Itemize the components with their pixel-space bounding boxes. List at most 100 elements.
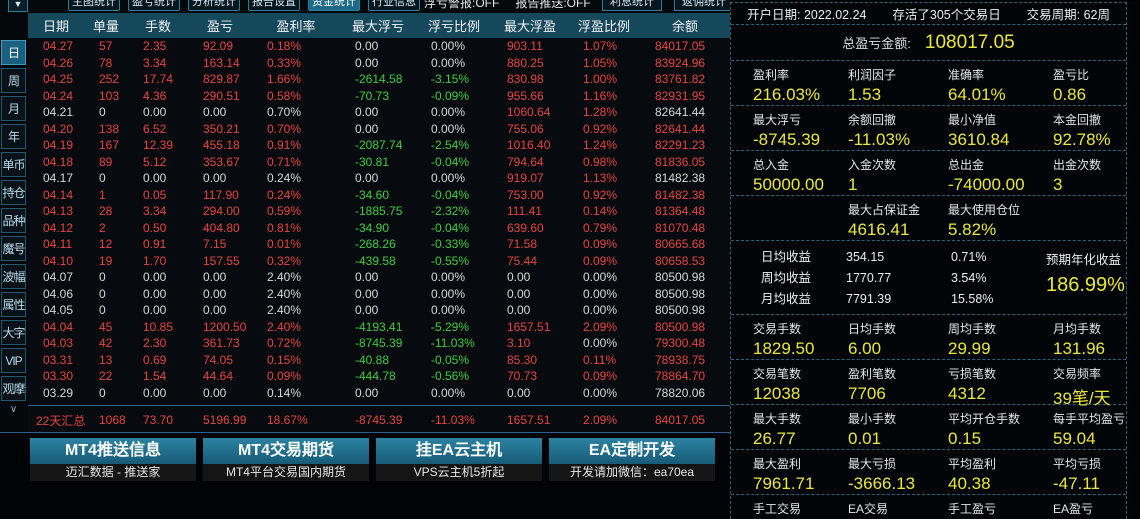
dropdown-arrow-icon[interactable]: ▼: [8, 0, 28, 12]
column-header: 浮盈比例: [577, 19, 630, 34]
cell-balance: 78820.06: [655, 385, 706, 400]
toolbar-button[interactable]: 分析统计: [188, 0, 240, 11]
sidebar-tab-大字[interactable]: 大字: [1, 320, 26, 345]
sidebar-tab-日[interactable]: 日: [1, 40, 26, 65]
cell-max-float-loss: -34.90: [355, 220, 390, 235]
cell-max-float-loss: -1885.75: [355, 204, 403, 219]
more-tabs-icon[interactable]: ∨: [9, 404, 18, 415]
toolbar-button[interactable]: 返佣统计: [674, 0, 730, 11]
table-row[interactable]: 04.19 167 12.39 455.18 0.91% -2087.74 -2.54% 10…: [28, 137, 730, 154]
sidebar-tab-月[interactable]: 月: [1, 96, 26, 121]
ad-panel[interactable]: MT4交易期货 MT4平台交易国内期货: [203, 438, 369, 481]
cell-date: 04.10: [43, 253, 74, 268]
stat-value: 7706: [848, 384, 886, 403]
stat-cell: 本金回撤 92.78%: [1053, 111, 1126, 150]
cell-orders: 13: [99, 352, 113, 367]
sidebar-tab-单币[interactable]: 单币: [1, 152, 26, 177]
report-push-toggle[interactable]: 报告推送:OFF: [515, 0, 591, 10]
table-row[interactable]: 04.26 78 3.34 163.14 0.33% 0.00 0.00% 880.25 1.0…: [28, 55, 730, 72]
cell-balance: 80500.98: [655, 319, 706, 334]
cell-float-loss-ratio: 0.00%: [431, 385, 466, 400]
cell-profit-rate: 0.81%: [267, 220, 302, 235]
stat-label: 日均手数: [848, 322, 897, 336]
income-label: 月均收益: [761, 292, 812, 306]
ad-panel[interactable]: 挂EA云主机 VPS云主机5折起: [376, 438, 542, 481]
ad-banner: MT4推送信息 迈汇数据 - 推送家 MT4交易期货 MT4平台交易国内期货 挂EA云主…: [30, 438, 730, 481]
table-row[interactable]: 04.10 19 1.70 157.55 0.32% -439.58 -0.55% 75.44…: [28, 253, 730, 270]
cell-float-loss-ratio: -3.15%: [431, 72, 470, 87]
table-row[interactable]: 03.31 13 0.69 74.05 0.15% -40.88 -0.05% 85.30 0.…: [28, 352, 730, 369]
cell-float-loss-ratio: -0.09%: [431, 88, 470, 103]
cell-float-loss-ratio: 0.00%: [431, 121, 466, 136]
sidebar-tab-VIP[interactable]: VIP: [1, 348, 26, 373]
toolbar-button[interactable]: 资金统计: [308, 0, 360, 11]
cell-profit-rate: 0.32%: [267, 253, 302, 268]
stat-label: 最大浮亏: [753, 113, 802, 127]
cell-max-float-loss: -8745.39: [355, 413, 403, 427]
table-row[interactable]: 03.29 0 0.00 0.00 0.14% 0.00 0.00% 0.00 0.00% 788…: [28, 385, 730, 402]
income-grid: 日均收益 354.15 0.71% 周均收益 1770.77 3.54% 月均收益 7791.…: [761, 247, 1046, 314]
float-loss-alert-toggle[interactable]: 浮亏警报:OFF: [424, 0, 500, 10]
table-row[interactable]: 04.25 252 17.74 829.87 1.66% -2614.58 -3.15% 83…: [28, 71, 730, 88]
table-row[interactable]: 04.27 57 2.35 92.09 0.18% 0.00 0.00% 903.11 1.07…: [28, 38, 730, 55]
table-row[interactable]: 04.12 2 0.50 404.80 0.81% -34.90 -0.04% 639.60 0…: [28, 220, 730, 237]
sidebar-tab-年[interactable]: 年: [1, 124, 26, 149]
stat-label: 每手平均盈亏: [1053, 412, 1126, 426]
cell-float-profit-ratio: 1.00%: [583, 72, 618, 87]
table-row[interactable]: 04.11 12 0.91 7.15 0.01% -268.26 -0.33% 71.58 0.…: [28, 236, 730, 253]
stat-label: 余额回撤: [848, 113, 897, 127]
sidebar-tab-周[interactable]: 周: [1, 68, 26, 93]
sidebar-tab-持仓[interactable]: 持仓: [1, 180, 26, 205]
stats-row: 交易手数 1829.50 日均手数 6.00 周均手数 29.99 月均手数 131.96: [731, 315, 1126, 360]
cell-max-float-loss: -439.58: [355, 253, 396, 268]
cell-profit-rate: 0.72%: [267, 336, 302, 351]
cell-balance: 84017.05: [655, 413, 706, 427]
table-row[interactable]: 04.13 28 3.34 294.00 0.59% -1885.75 -2.32% 111.…: [28, 203, 730, 220]
ad-panel[interactable]: MT4推送信息 迈汇数据 - 推送家: [30, 438, 196, 481]
ad-panel[interactable]: EA定制开发 开发请加微信：ea70ea: [549, 438, 715, 481]
top-toolbar: ▼ 主图统计 盈亏统计 分析统计 报告设置 资金统计 行业信息 浮亏警报:OFF 报告推送…: [0, 0, 730, 13]
stats-row: 最大手数 26.77 最小手数 0.01 平均开仓手数 0.15 每手平均盈亏 59.04: [731, 405, 1126, 450]
sidebar-tab-观摩[interactable]: 观摩: [1, 376, 26, 401]
cell-date: 04.11: [43, 237, 73, 252]
cell-profit: 117.90: [203, 187, 239, 202]
summary-row[interactable]: 22天汇总 1068 73.70 5196.99 18.67% -8745.39 -11.0…: [28, 410, 730, 430]
stats-row: 盈利率 216.03% 利润因子 1.53 准确率 64.01% 盈亏比 0.86: [731, 61, 1126, 106]
cell-profit: 0.00: [203, 303, 227, 318]
table-row[interactable]: 04.20 138 6.52 350.21 0.70% 0.00 0.00% 755.06 0.…: [28, 121, 730, 138]
table-row[interactable]: 04.17 0 0.00 0.00 0.24% 0.00 0.00% 919.07 1.13% 8…: [28, 170, 730, 187]
cell-max-float-loss: -2087.74: [355, 138, 403, 153]
toolbar-button[interactable]: 报告设置: [248, 0, 300, 11]
cell-profit: 0.00: [203, 171, 227, 186]
toolbar-button[interactable]: 利息统计: [602, 0, 662, 11]
cell-date: 04.04: [43, 319, 74, 334]
table-row[interactable]: 04.03 42 2.30 361.73 0.72% -8745.39 -11.03% 3.1…: [28, 335, 730, 352]
toolbar-button[interactable]: 行业信息: [368, 0, 420, 11]
table-row[interactable]: 04.14 1 0.05 117.90 0.24% -34.60 -0.04% 753.00 0…: [28, 187, 730, 204]
cell-lots: 10.85: [143, 319, 174, 334]
table-row[interactable]: 04.06 0 0.00 0.00 2.40% 0.00 0.00% 0.00 0.00% 805…: [28, 286, 730, 303]
sidebar-tab-品种[interactable]: 品种: [1, 208, 26, 233]
table-row[interactable]: 04.05 0 0.00 0.00 2.40% 0.00 0.00% 0.00 0.00% 805…: [28, 302, 730, 319]
cell-max-float-profit: 880.25: [507, 55, 544, 70]
cell-max-float-profit: 1657.51: [507, 413, 551, 427]
cell-profit-rate: 0.09%: [267, 369, 302, 384]
toolbar-button[interactable]: 主图统计: [68, 0, 120, 11]
toolbar-button[interactable]: 盈亏统计: [128, 0, 180, 11]
cell-float-loss-ratio: -0.05%: [431, 352, 470, 367]
table-row[interactable]: 04.18 89 5.12 353.67 0.71% -30.81 -0.04% 794.64…: [28, 154, 730, 171]
sidebar-tab-波幅[interactable]: 波幅: [1, 264, 26, 289]
cell-lots: 0.00: [143, 286, 167, 301]
table-row[interactable]: 03.30 22 1.54 44.64 0.09% -444.78 -0.56% 70.73 0…: [28, 368, 730, 385]
cell-max-float-profit: 70.73: [507, 369, 538, 384]
table-row[interactable]: 04.04 45 10.85 1200.50 2.40% -4193.41 -5.29% 16…: [28, 319, 730, 336]
table-row[interactable]: 04.21 0 0.00 0.00 0.70% 0.00 0.00% 1060.64 1.28%…: [28, 104, 730, 121]
cell-date: 04.06: [43, 286, 74, 301]
stats-row: 最大浮亏 -8745.39 余额回撤 -11.03% 最小净值 3610.84 本金回撤 92…: [731, 106, 1126, 151]
sidebar-tab-属性[interactable]: 属性: [1, 292, 26, 317]
table-row[interactable]: 04.07 0 0.00 0.00 2.40% 0.00 0.00% 0.00 0.00% 805…: [28, 269, 730, 286]
stat-cell: 平均开仓手数 0.15: [948, 410, 1053, 449]
cell-orders: 42: [99, 336, 113, 351]
table-row[interactable]: 04.24 103 4.36 290.51 0.58% -70.73 -0.09% 955.6…: [28, 88, 730, 105]
sidebar-tab-魔号[interactable]: 魔号: [1, 236, 26, 261]
